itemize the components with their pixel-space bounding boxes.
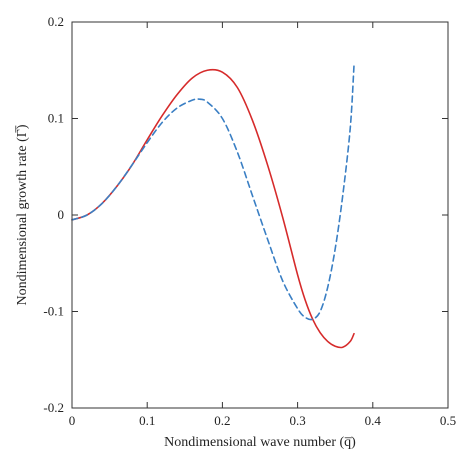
axis-ticks: [71, 21, 449, 409]
x-tick-label: 0.5: [440, 413, 456, 428]
y-axis-title: Nondimensional growth rate (Γ̅): [15, 124, 30, 305]
x-tick-label: 0.3: [289, 413, 305, 428]
y-tick-label: -0.1: [43, 304, 64, 319]
y-tick-label: 0.1: [48, 111, 64, 126]
series-line-solid: [71, 68, 355, 349]
x-tick-label: 0.1: [139, 413, 155, 428]
x-tick-label: 0.4: [365, 413, 382, 428]
y-tick-label: 0: [58, 207, 65, 222]
tick-labels: 0 0.1 0.2 0.3 0.4 0.5 -0.2 -0.1 0 0.1 0.2: [43, 14, 456, 428]
y-tick-label: -0.2: [43, 400, 64, 415]
plot-frame: [71, 21, 449, 409]
y-tick-label: 0.2: [48, 14, 64, 29]
series-line-dashed: [71, 64, 355, 321]
x-tick-label: 0: [69, 413, 76, 428]
x-axis-title: Nondimensional wave number (q̅): [164, 435, 356, 450]
series-group: [71, 64, 355, 349]
x-tick-label: 0.2: [214, 413, 230, 428]
